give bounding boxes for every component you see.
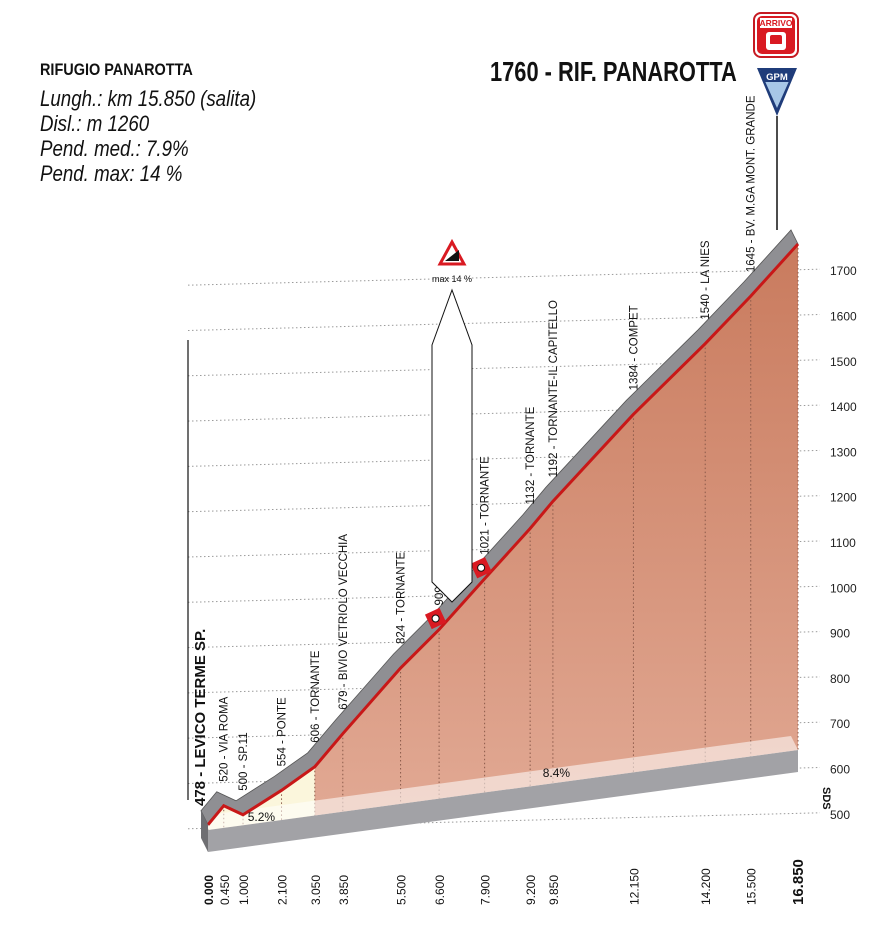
y-tick-label: 1400 [830,400,857,414]
road-edge-line [206,242,800,826]
waypoint-label: 520 - VIA ROMA [219,696,231,781]
y-tick-label: 1700 [830,264,857,278]
waypoint-label: 478 - LEVICO TERME SP. [192,629,209,806]
climb-info: RIFUGIO PANAROTTA Lungh.: km 15.850 (sal… [40,60,294,186]
y-tick-label: 500 [830,808,850,822]
max-gradient-sign: max 14 % [431,238,473,603]
road-surface [200,229,800,852]
max-gradient-label: max 14 % [432,274,472,284]
x-tick-label: 16.850 [790,859,807,905]
gridline [187,268,821,286]
x-tick-label: 6.600 [433,875,447,905]
finish-title: 1760 - RIF. PANAROTTA [490,56,737,87]
x-tick-label: 14.200 [699,868,713,905]
gpm-label: GPM [766,72,788,83]
x-tick-label: 3.850 [337,875,351,905]
gridline [187,359,821,377]
hairpin-marker-dot [431,614,440,623]
y-tick-label: 1100 [830,536,856,550]
waypoint-label: 1192 - TORNANTE-IL CAPITELLO [548,300,560,477]
climb-elevation-gain: Disl.: m 1260 [40,111,150,136]
y-tick-label: 1200 [830,491,857,505]
waypoint-label: 1021 - TORNANTE [480,456,492,555]
x-tick-label: 2.100 [276,875,290,905]
base-top [201,736,798,830]
x-tick-label: 15.500 [745,868,759,905]
climb-title: RIFUGIO PANAROTTA [40,60,193,79]
gridline [187,449,821,467]
y-tick-label: 800 [830,672,850,686]
gpm-icon: GPM [757,68,797,116]
x-tick-label: 0.000 [202,875,216,905]
climb-length: Lungh.: km 15.850 (salita) [40,86,257,111]
x-tick-label: 9.850 [547,875,561,905]
gridline [187,495,821,513]
gradient-segment-label: 5.2% [248,810,276,824]
x-tick-label: 9.200 [524,875,538,905]
sds-label: SDS [820,787,832,810]
hairpin-marker-dot [477,563,486,572]
x-tick-label: 0.450 [218,875,232,905]
waypoint-label: 824 - TORNANTE [396,551,408,644]
arrivo-icon: ARRIVO [753,12,799,58]
climb-average-grade: Pend. med.: 7.9% [40,136,189,161]
y-tick-label: 1300 [830,445,857,459]
x-tick-label: 5.500 [395,875,409,905]
y-tick-label: 700 [830,717,850,731]
waypoint-label: 1384 - COMPET [628,305,640,390]
x-tick-label: 12.150 [627,868,641,905]
base-slab [208,750,798,852]
waypoint-label: 1540 - LA NIES [700,240,712,320]
profile-fill [208,244,798,831]
y-tick-label: 1500 [830,355,857,369]
y-tick-label: 1600 [830,309,857,323]
y-tick-label: 900 [830,627,850,641]
waypoint-label: 606 - TORNANTE [310,650,322,743]
waypoint-label: 679 - BIVIO VETRIOLO VECCHIA [338,534,350,710]
start-block [201,810,208,852]
gridline [187,404,821,422]
gradient-segment-label: 8.4% [543,766,571,780]
arrivo-label: ARRIVO [759,18,792,28]
y-tick-label: 1000 [830,581,857,595]
waypoint-label: 1645 - BV. M.GA MONT. GRANDE [746,95,758,272]
climb-max-grade: Pend. max: 14 % [40,161,183,186]
x-tick-label: 3.050 [309,875,323,905]
gridline [187,313,821,331]
y-tick-label: 600 [830,762,850,776]
waypoint-label: 500 - SP.11 [238,732,250,790]
x-tick-label: 1.000 [237,875,251,905]
profile-area [201,244,799,852]
waypoint-label: 554 - PONTE [277,697,289,766]
chart-marks: 5.2% 8.4% 0.000 0.450 1.000 2.100 3.050 3.850 5.… [187,95,832,905]
waypoint-label: 1132 - TORNANTE [525,406,537,504]
x-tick-label: 7.900 [479,875,493,905]
